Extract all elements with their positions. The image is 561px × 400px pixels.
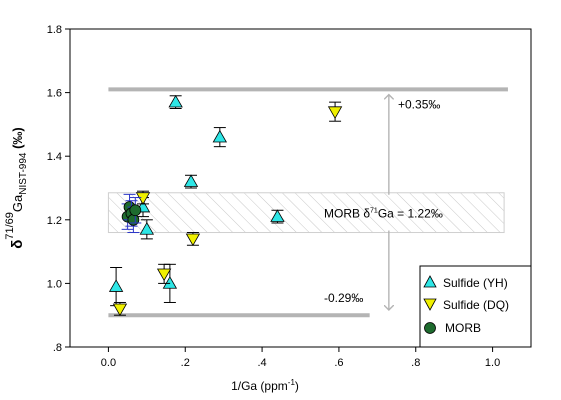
legend: Sulfide (YH) Sulfide (DQ) MORB xyxy=(419,265,532,348)
marker-triangle-down xyxy=(185,233,201,247)
plot-frame xyxy=(69,28,532,348)
marker-triangle-up xyxy=(139,222,155,235)
x-tick-label-0: 0.0 xyxy=(101,357,116,369)
point-s0-6 xyxy=(212,127,228,148)
point-s1-0 xyxy=(112,301,128,317)
band-label-post: Ga = 1.22‰ xyxy=(378,207,443,221)
y-tick-label-2: 1.2 xyxy=(47,215,62,227)
y-axis-label: δ71/69GaNIST-994 (‰) xyxy=(4,127,29,249)
lower-reference-label: -0.29‰ xyxy=(324,291,363,305)
y-tick-label-5: 1.8 xyxy=(47,24,62,36)
y-axis-label-end: (‰) xyxy=(10,127,25,152)
marker-triangle-up xyxy=(270,209,285,222)
point-s1-1 xyxy=(135,190,151,205)
point-s0-7 xyxy=(270,209,285,224)
point-s0-5 xyxy=(183,174,199,189)
morb-reference-band xyxy=(107,192,505,234)
x-tick-label-1: .2 xyxy=(181,357,190,369)
y-tick-label-4: 1.6 xyxy=(47,88,62,100)
band-label: MORB δ71Ga = 1.22‰ xyxy=(324,207,443,221)
legend-symbol-sulfide-yh xyxy=(423,275,437,288)
point-s0-0 xyxy=(108,267,124,307)
marker-triangle-down xyxy=(135,192,151,205)
upper-reference-label: +0.35‰ xyxy=(398,97,440,111)
marker-circle xyxy=(127,213,140,226)
point-s1-3 xyxy=(185,232,201,247)
marker-triangle-down xyxy=(112,303,128,317)
legend-label-morb: MORB xyxy=(445,321,481,335)
point-s1-2 xyxy=(156,263,172,284)
legend-symbol-morb xyxy=(424,322,436,334)
legend-label-sulfide-dq: Sulfide (DQ) xyxy=(443,298,509,312)
x-axis-label-main: 1/Ga (ppm xyxy=(231,379,288,393)
data-points xyxy=(108,94,343,317)
y-axis: .8 1.0 1.2 1.4 1.6 1.8 xyxy=(47,24,70,354)
point-s1-4 xyxy=(327,101,343,122)
x-axis: 0.0 .2 .4 .6 .8 1.0 xyxy=(101,347,500,369)
x-axis-label: 1/Ga (ppm-1) xyxy=(231,378,299,393)
y-tick-label-3: 1.4 xyxy=(47,151,62,163)
marker-triangle-up xyxy=(108,279,124,292)
y-axis-label-sub: NIST-994 xyxy=(18,152,29,195)
legend-box xyxy=(419,265,532,348)
y-axis-label-sup: 71/69 xyxy=(4,212,16,240)
x-tick-label-4: .8 xyxy=(411,357,420,369)
y-tick-label-1: 1.0 xyxy=(47,278,62,290)
marker-triangle-up xyxy=(183,174,199,187)
point-s0-2 xyxy=(139,219,155,240)
y-tick-label-0: .8 xyxy=(53,342,62,354)
x-tick-label-5: 1.0 xyxy=(485,357,500,369)
marker-triangle-up xyxy=(212,129,228,143)
band-label-pre: MORB δ xyxy=(324,207,370,221)
legend-label-sulfide-yh: Sulfide (YH) xyxy=(443,276,508,290)
legend-symbol-sulfide-dq xyxy=(423,298,437,311)
band-label-sup: 71 xyxy=(370,208,378,215)
x-axis-label-sup: -1 xyxy=(288,378,296,387)
marker-triangle-down xyxy=(327,106,343,119)
x-axis-label-end: ) xyxy=(295,379,299,393)
marker-triangle-down xyxy=(156,268,172,282)
y-axis-label-pre: δ xyxy=(9,240,26,249)
point-s2-4 xyxy=(129,197,142,224)
marker-circle xyxy=(129,204,142,217)
x-tick-label-2: .4 xyxy=(257,357,266,369)
marker-triangle-up xyxy=(162,276,178,289)
x-tick-label-3: .6 xyxy=(334,357,343,369)
y-axis-label-main: Ga xyxy=(10,194,25,212)
marker-triangle-up xyxy=(168,94,183,108)
point-s0-4 xyxy=(168,94,183,109)
